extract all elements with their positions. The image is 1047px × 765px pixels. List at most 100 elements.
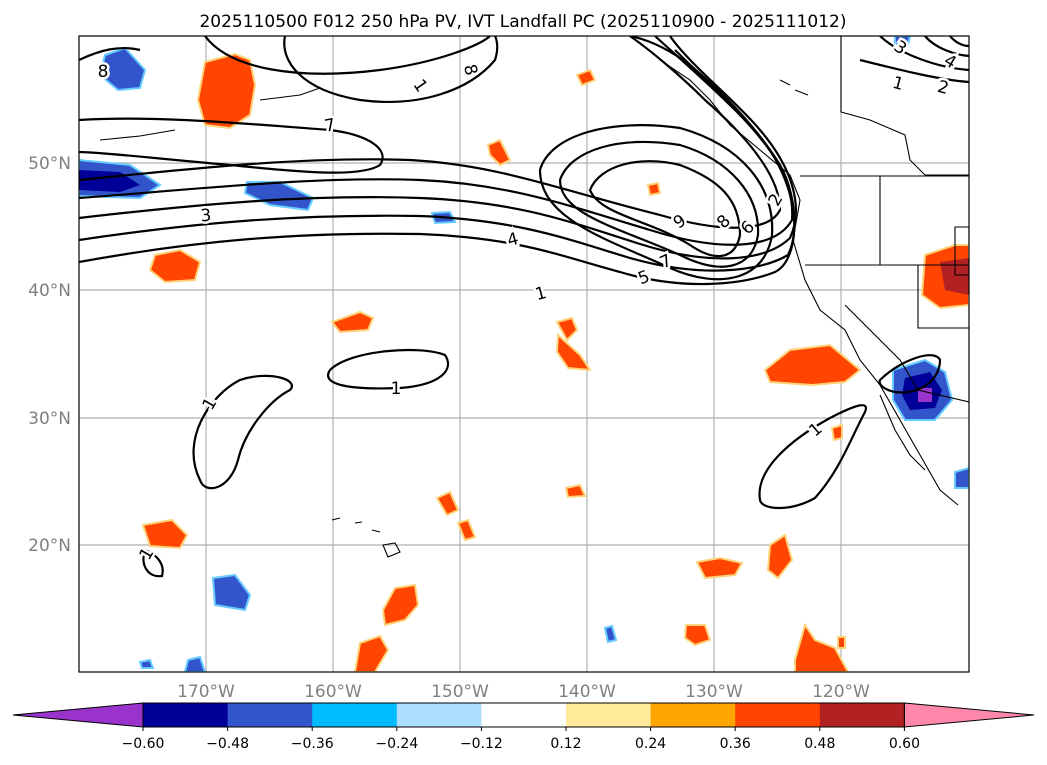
contour-line-2	[879, 36, 969, 72]
contour-line-1	[859, 58, 969, 84]
map-frame	[78, 35, 970, 673]
shade-pos-blob	[695, 556, 744, 580]
colorbar-extension-high	[903, 702, 1035, 728]
contour-line	[204, 36, 491, 75]
colorbar-tick-label: 0.48	[804, 736, 835, 752]
shade-pos-blob	[486, 138, 512, 167]
shade-pos-blob	[794, 622, 850, 672]
state-border	[954, 226, 969, 276]
lat-label: 40°N	[28, 281, 71, 301]
lon-label: 130°W	[685, 682, 743, 702]
figure-title: 2025110500 F012 250 hPa PV, IVT Landfall…	[199, 12, 846, 32]
lat-label: 30°N	[28, 409, 71, 429]
shade-neg-blob	[138, 658, 155, 669]
contour-line	[283, 36, 499, 103]
shade-pos-blob	[435, 490, 460, 517]
colorbar-segment	[396, 703, 482, 727]
shade-neg-blob	[183, 655, 207, 672]
hawaii-island	[382, 542, 401, 558]
shade-neg-peak	[918, 388, 932, 402]
alaska-islands	[779, 79, 809, 96]
hawaii-islands	[331, 517, 381, 533]
contour-line-1	[142, 548, 164, 578]
shade-pos-blob	[381, 583, 420, 627]
contour-line-7	[79, 117, 384, 174]
shade-pos-blob	[646, 181, 662, 197]
contour-line-1	[192, 374, 294, 490]
baja-coast	[879, 394, 926, 471]
shade-pos-blob	[555, 316, 579, 342]
colorbar-tick-label: 0.60	[889, 736, 920, 752]
lat-label: 50°N	[28, 154, 71, 174]
lon-labels: 170°W 160°W 150°W 140°W 130°W 120°W	[177, 682, 870, 702]
colorbar: −0.60 −0.48 −0.36 −0.24 −0.12 0.12 0.24 0.36 0.4…	[12, 702, 1035, 752]
shade-neg-blob	[603, 624, 618, 644]
shade-pos-blob	[763, 343, 862, 387]
colorbar-tick-label: −0.48	[206, 736, 249, 752]
colorbar-tick-label: 0.36	[720, 736, 751, 752]
shade-pos-blob	[196, 52, 257, 130]
colorbar-extension-low	[12, 702, 144, 728]
shade-pos-blob	[330, 310, 375, 334]
colorbar-segment	[312, 703, 398, 727]
colorbar-segment	[819, 703, 905, 727]
contour-label: 8	[98, 62, 109, 82]
contour-line-1	[327, 348, 450, 390]
contour-line-8	[79, 46, 141, 61]
contour-line	[79, 36, 794, 246]
contour-lines	[79, 36, 969, 578]
shade-neg-blob	[211, 573, 252, 612]
shade-pos-core	[940, 258, 969, 295]
border-line	[840, 36, 969, 176]
contour-line-9	[588, 160, 742, 258]
shade-pos-blob	[575, 68, 597, 87]
contour-line	[79, 36, 797, 260]
contour-line-8	[558, 140, 760, 268]
shade-pos-blob	[353, 634, 390, 672]
colorbar-segment	[227, 703, 313, 727]
colorbar-tick-label: 0.12	[550, 736, 581, 752]
colorbar-segment	[481, 703, 567, 727]
contour-line-1	[758, 404, 868, 509]
colorbar-frame	[142, 702, 905, 728]
lon-label: 140°W	[558, 682, 616, 702]
contour-line-4	[949, 36, 969, 48]
shade-pos-blob	[564, 483, 587, 499]
shade-pos-blob	[456, 518, 477, 542]
shade-neg-blob	[894, 36, 912, 47]
shade-pos-blob	[148, 248, 202, 284]
shade-pos-blob	[837, 636, 846, 649]
shade-pos-blob	[766, 533, 794, 580]
shade-pos-blob	[830, 423, 843, 442]
contour-line	[79, 36, 782, 229]
colorbar-segment	[735, 703, 821, 727]
lat-label: 20°N	[28, 536, 71, 556]
aleutian-islands	[99, 129, 176, 141]
colorbar-tick-label: −0.60	[122, 736, 165, 752]
colorbar-tick-label: −0.36	[291, 736, 334, 752]
contour-label: 3	[200, 206, 213, 227]
contour-line-7	[538, 124, 774, 281]
colorbar-segment	[143, 703, 229, 727]
colorbar-tick-label: −0.12	[460, 736, 503, 752]
colorbar-segment	[566, 703, 652, 727]
contour-line	[878, 354, 942, 394]
colorbar-segment	[650, 703, 736, 727]
contour-line-3	[924, 36, 969, 58]
shaded-field	[79, 36, 969, 672]
shade-pos-blob	[141, 518, 189, 550]
colorbar-tick-label: −0.24	[375, 736, 418, 752]
contour-label: 1	[391, 379, 402, 399]
lon-label: 120°W	[812, 682, 870, 702]
state-border	[844, 304, 969, 403]
shade-neg-blob	[954, 466, 969, 489]
contour-line	[79, 36, 796, 286]
lat-labels: 50°N 40°N 30°N 20°N	[28, 154, 71, 556]
lon-label: 160°W	[304, 682, 362, 702]
aleutian-islands	[259, 87, 321, 101]
shade-pos-blob	[683, 624, 712, 647]
colorbar-tick-label: 0.24	[635, 736, 666, 752]
lon-label: 170°W	[177, 682, 235, 702]
